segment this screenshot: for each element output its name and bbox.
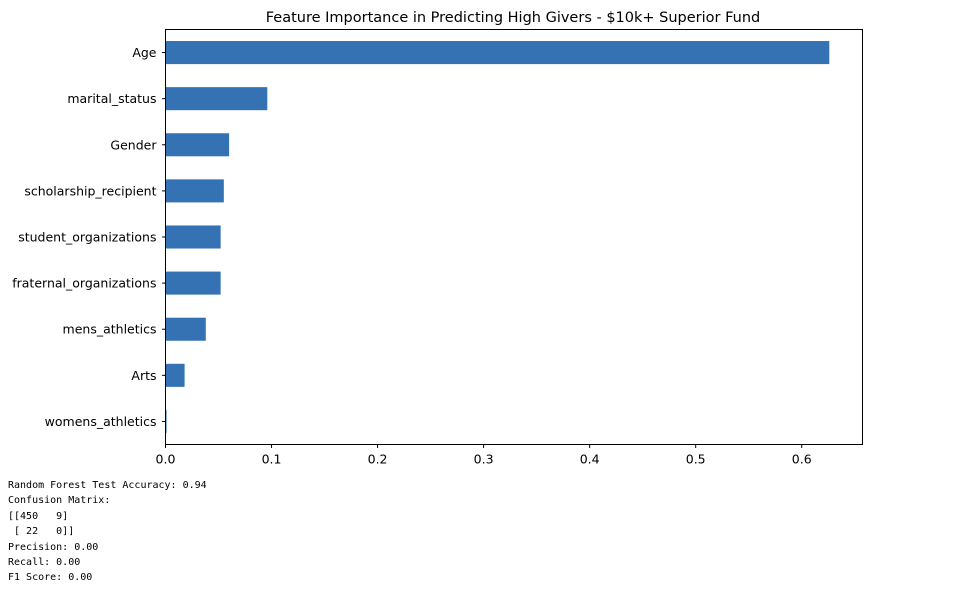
y-tick-label: mens_athletics <box>63 322 157 337</box>
bar-marital_status <box>165 87 268 111</box>
confusion-matrix-label: Confusion Matrix: <box>8 495 111 507</box>
bar-scholarship_recipient <box>165 179 224 203</box>
y-tick-label: fraternal_organizations <box>12 276 156 291</box>
y-tick-label: Age <box>132 45 156 60</box>
feature-importance-chart: Feature Importance in Predicting High Gi… <box>12 10 863 467</box>
bars-layer <box>165 41 830 433</box>
chart-title: Feature Importance in Predicting High Gi… <box>266 10 761 26</box>
y-tick-label: marital_status <box>67 91 156 106</box>
x-tick-label: 0.0 <box>156 452 176 467</box>
recall-line: Recall: 0.00 <box>8 556 81 568</box>
bar-womens_athletics <box>165 409 167 433</box>
confusion-matrix-row-2: [ 22 0]] <box>8 526 75 538</box>
confusion-matrix-row-1: [[450 9] <box>8 510 69 522</box>
bar-mens_athletics <box>165 317 206 341</box>
bar-student_organizations <box>165 225 221 249</box>
y-tick-label: Arts <box>131 368 156 383</box>
bar-Gender <box>165 133 230 157</box>
f1-score-line: F1 Score: 0.00 <box>8 572 93 584</box>
x-tick-label: 0.2 <box>368 452 388 467</box>
accuracy-line: Random Forest Test Accuracy: 0.94 <box>8 480 207 491</box>
y-tick-label: student_organizations <box>18 230 156 245</box>
x-tick-label: 0.5 <box>686 452 706 467</box>
console-output: Random Forest Test Accuracy: 0.94 Confus… <box>8 478 207 586</box>
x-tick-label: 0.3 <box>474 452 494 467</box>
bar-fraternal_organizations <box>165 271 221 295</box>
y-tick-label: scholarship_recipient <box>24 183 156 198</box>
x-tick-label: 0.1 <box>262 452 282 467</box>
x-tick-label: 0.6 <box>792 452 812 467</box>
precision-line: Precision: 0.00 <box>8 541 99 553</box>
y-tick-label: Gender <box>110 137 157 152</box>
plot-area-frame <box>165 29 863 445</box>
x-axis-ticks: 0.0 0.1 0.2 0.3 0.4 0.5 0.6 <box>156 444 812 467</box>
bar-Arts <box>165 363 185 387</box>
y-axis-ticks: Age marital_status Gender scholarship_recip… <box>12 45 166 429</box>
y-tick-label: womens_athletics <box>45 414 157 429</box>
x-tick-label: 0.4 <box>580 452 600 467</box>
bar-Age <box>165 41 830 65</box>
